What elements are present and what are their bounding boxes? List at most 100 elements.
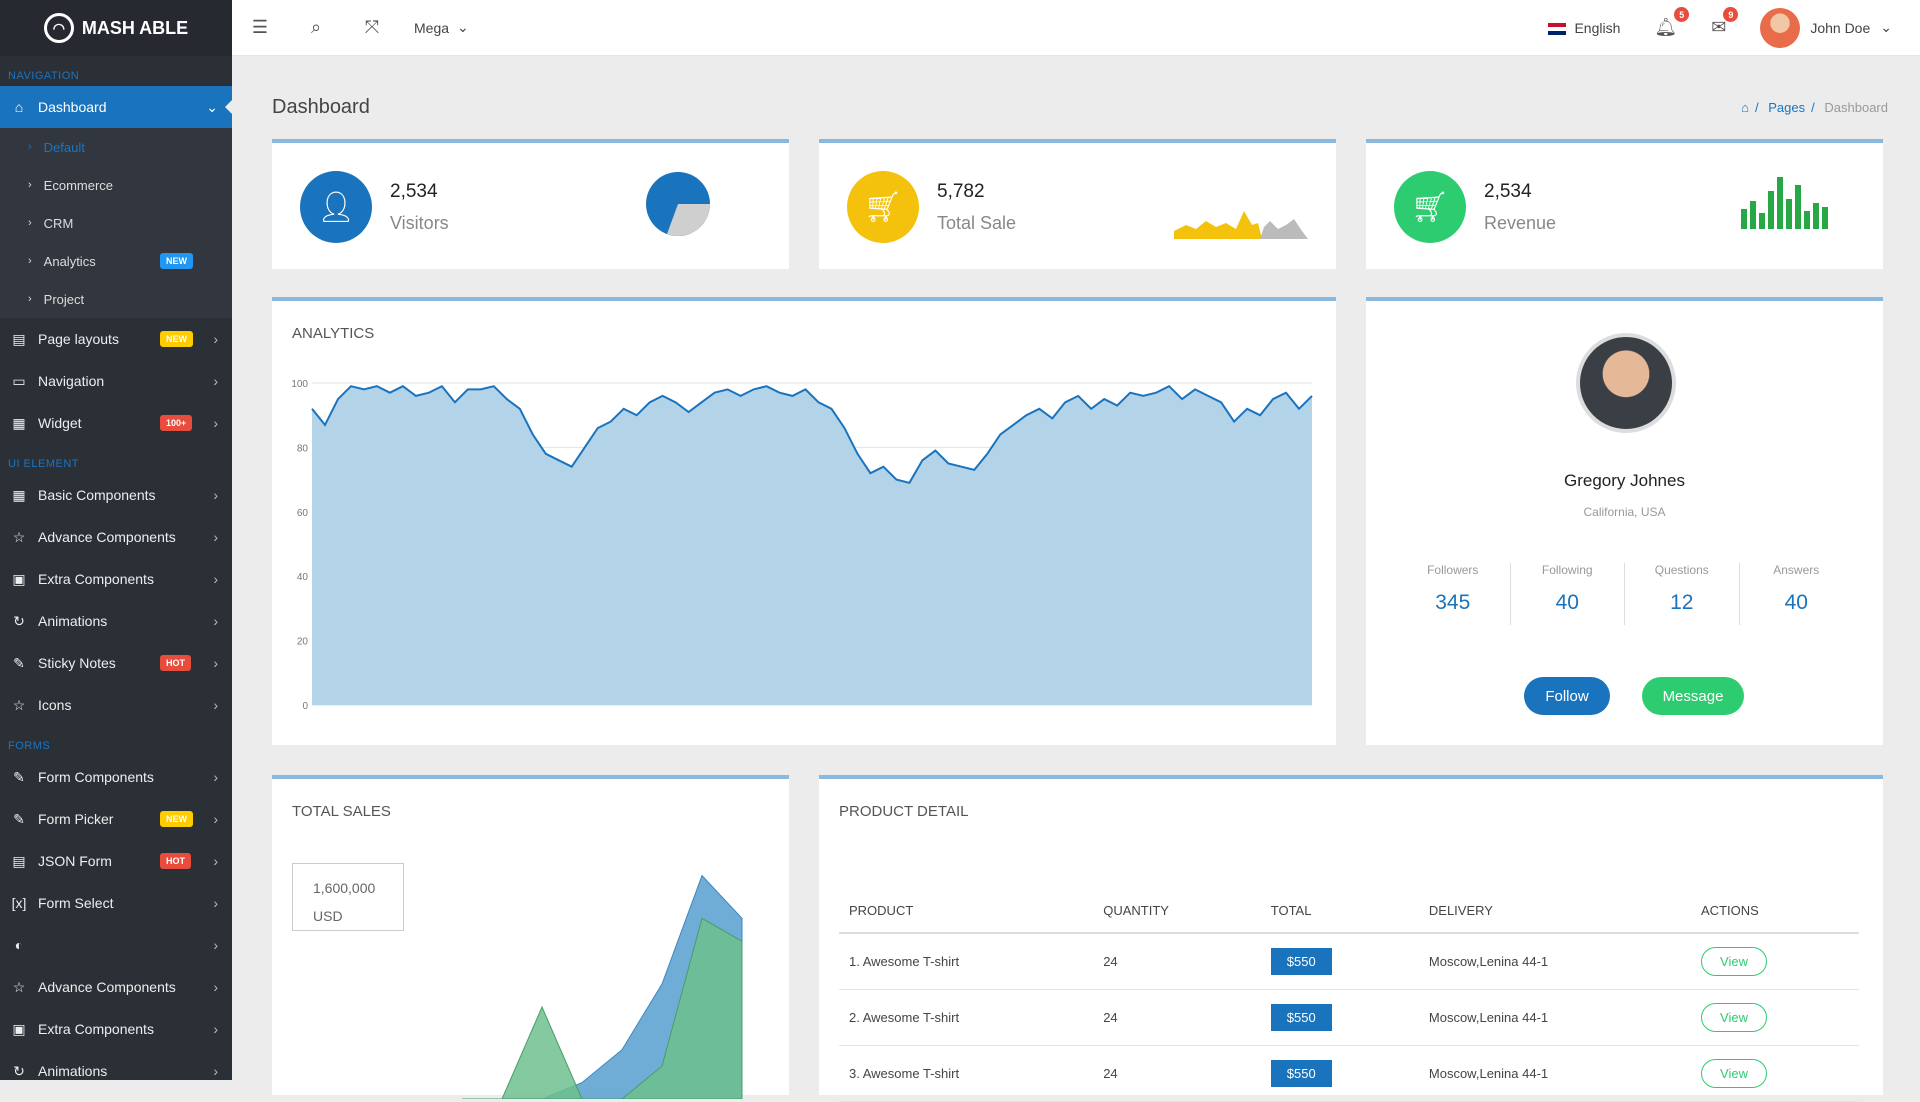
- sidebar-item[interactable]: ✎ Sticky Notes HOT ›: [0, 642, 232, 684]
- mega-menu-dropdown[interactable]: Mega ⌄: [414, 19, 469, 36]
- language-label: English: [1574, 19, 1621, 36]
- sidebar-item[interactable]: ☆ Icons ›: [0, 684, 232, 726]
- menu-toggle-icon[interactable]: ☰: [251, 17, 269, 37]
- sidebar-badge: NEW: [160, 811, 193, 827]
- sidebar-item-label: Extra Components: [38, 1021, 154, 1037]
- chevron-right-icon: ›: [28, 141, 32, 153]
- chevron-right-icon: ›: [213, 769, 218, 785]
- extra-icon: ▣: [12, 570, 26, 587]
- bar-sparkline: [1741, 177, 1828, 229]
- chevron-right-icon: ›: [213, 895, 218, 911]
- total-cell: $550: [1260, 933, 1419, 990]
- logo[interactable]: ◠ MASH ABLE: [0, 0, 232, 56]
- sidebar-item-dashboard[interactable]: ⌂ Dashboard ⌄: [0, 86, 232, 128]
- sidebar-badge: HOT: [160, 655, 191, 671]
- view-button[interactable]: View: [1701, 946, 1767, 976]
- y-tick-label: 40: [297, 572, 309, 583]
- sidebar-item-label: Basic Components: [38, 487, 156, 503]
- sidebar-item[interactable]: ▤ JSON Form HOT ›: [0, 840, 232, 882]
- user-menu[interactable]: John Doe ⌄: [1760, 7, 1892, 48]
- spark-bar: [1804, 211, 1810, 229]
- column-header: QUANTITY: [1093, 889, 1261, 934]
- sales-amount-box: 1,600,000 USD: [292, 863, 404, 931]
- sidebar-item-label: Form Components: [38, 769, 154, 785]
- stat-value: 12: [1670, 591, 1694, 614]
- profile-avatar: [1576, 333, 1676, 433]
- sidebar-item[interactable]: ▭ Navigation ›: [0, 360, 232, 402]
- spark-bar: [1795, 185, 1801, 229]
- total-sales-chart: [462, 874, 743, 1099]
- sidebar-item[interactable]: ↻ Animations ›: [0, 600, 232, 642]
- chat-icon: ✉: [1711, 17, 1727, 37]
- messages-button[interactable]: ✉ 9: [1711, 7, 1739, 38]
- extra-icon: ▣: [12, 1020, 26, 1037]
- sidebar-item[interactable]: ▣ Extra Components ›: [0, 558, 232, 600]
- spark-bar: [1822, 207, 1828, 229]
- sidebar-subitem-project[interactable]: › Project: [0, 280, 232, 318]
- sparkline-area-primary: [1174, 211, 1262, 239]
- view-button[interactable]: View: [1701, 1058, 1767, 1088]
- avatar: [1760, 7, 1801, 48]
- stat-questions: Questions 12: [1625, 563, 1740, 625]
- topbar-right: English 🔔︎ 5 ✉ 9 John Doe ⌄: [1548, 7, 1920, 48]
- sticky-note-icon: ✎: [13, 654, 25, 671]
- section-forms: FORMS: [0, 726, 232, 756]
- sidebar-item[interactable]: [x] Form Select ›: [0, 882, 232, 924]
- subitem-label: Default: [43, 139, 85, 155]
- sidebar-item-label: Animations: [38, 1063, 108, 1079]
- view-button[interactable]: View: [1701, 1002, 1767, 1032]
- total-cell: $550: [1260, 1045, 1419, 1102]
- column-header: ACTIONS: [1691, 889, 1859, 934]
- chevron-right-icon: ›: [213, 655, 218, 671]
- stat-card-total-sale: 🛒︎ 5,782 Total Sale: [819, 139, 1336, 269]
- form-icon: ✎: [13, 768, 25, 785]
- advance-icon: ☆: [12, 978, 26, 995]
- json-icon: ▤: [12, 852, 26, 869]
- sidebar-badge: 100+: [160, 415, 193, 431]
- y-tick-label: 0: [302, 701, 308, 712]
- chevron-right-icon: ›: [213, 373, 218, 389]
- sidebar-item[interactable]: ↻ Animations ›: [0, 1050, 232, 1080]
- spark-bar: [1777, 177, 1783, 229]
- sidebar-item[interactable]: ▦ Basic Components ›: [0, 474, 232, 516]
- sidebar-item[interactable]: ☆ Advance Components ›: [0, 516, 232, 558]
- layout-icon: ▤: [12, 330, 26, 347]
- form-masking-icon: ◐: [14, 937, 24, 953]
- search-icon[interactable]: ⌕: [310, 17, 322, 37]
- sidebar-group-c: ✎ Form Components › ✎ Form Picker NEW › ▤ JSON F…: [0, 756, 232, 1080]
- sidebar-item-label: Extra Components: [38, 571, 154, 587]
- home-icon[interactable]: ⌂: [1741, 100, 1750, 115]
- sidebar-item-label: Animations: [38, 613, 108, 629]
- cart-icon: 🛒︎: [1394, 171, 1466, 243]
- chevron-right-icon: ›: [213, 811, 218, 827]
- y-tick-label: 20: [297, 637, 309, 648]
- follow-button[interactable]: Follow: [1524, 677, 1610, 715]
- sidebar-item[interactable]: ◐ ›: [0, 924, 232, 966]
- breadcrumb-pages[interactable]: Pages: [1768, 100, 1806, 115]
- sidebar-subitem-default[interactable]: › Default: [0, 128, 232, 166]
- section-forms-label: FORMS: [8, 740, 51, 752]
- sidebar-subitem-crm[interactable]: › CRM: [0, 204, 232, 242]
- chevron-right-icon: ›: [213, 571, 218, 587]
- card-title: TOTAL SALES: [292, 803, 391, 820]
- sidebar-item[interactable]: ▤ Page layouts NEW ›: [0, 318, 232, 360]
- sidebar-item[interactable]: ☆ Advance Components ›: [0, 966, 232, 1008]
- sidebar-group-b: ▦ Basic Components › ☆ Advance Components › ▣ E…: [0, 474, 232, 726]
- breadcrumb: ⌂ / Pages / Dashboard: [1735, 100, 1888, 115]
- message-button[interactable]: Message: [1642, 677, 1744, 715]
- sidebar-item[interactable]: ✎ Form Picker NEW ›: [0, 798, 232, 840]
- sidebar-subitem-analytics[interactable]: › Analytics NEW: [0, 242, 232, 280]
- sidebar-item[interactable]: ▦ Widget 100+ ›: [0, 402, 232, 444]
- fullscreen-icon[interactable]: ⤧: [364, 17, 380, 37]
- sidebar-item[interactable]: ✎ Form Components ›: [0, 756, 232, 798]
- sidebar-item[interactable]: ▣ Extra Components ›: [0, 1008, 232, 1050]
- notification-bell[interactable]: 🔔︎ 5: [1654, 7, 1690, 38]
- dashboard-submenu: › Default › Ecommerce › CRM › Analytics NEW ›…: [0, 128, 232, 318]
- table-header-row: PRODUCT QUANTITY TOTAL DELIVERY ACTIONS: [839, 889, 1859, 934]
- chevron-right-icon: ›: [213, 979, 218, 995]
- sidebar-subitem-ecommerce[interactable]: › Ecommerce: [0, 166, 232, 204]
- stat-followers: Followers 345: [1396, 563, 1511, 625]
- language-selector[interactable]: English: [1548, 20, 1620, 36]
- profile-stats: Followers 345 Following 40 Questions 12 Ans…: [1396, 563, 1853, 625]
- flag-icon: [1548, 22, 1567, 35]
